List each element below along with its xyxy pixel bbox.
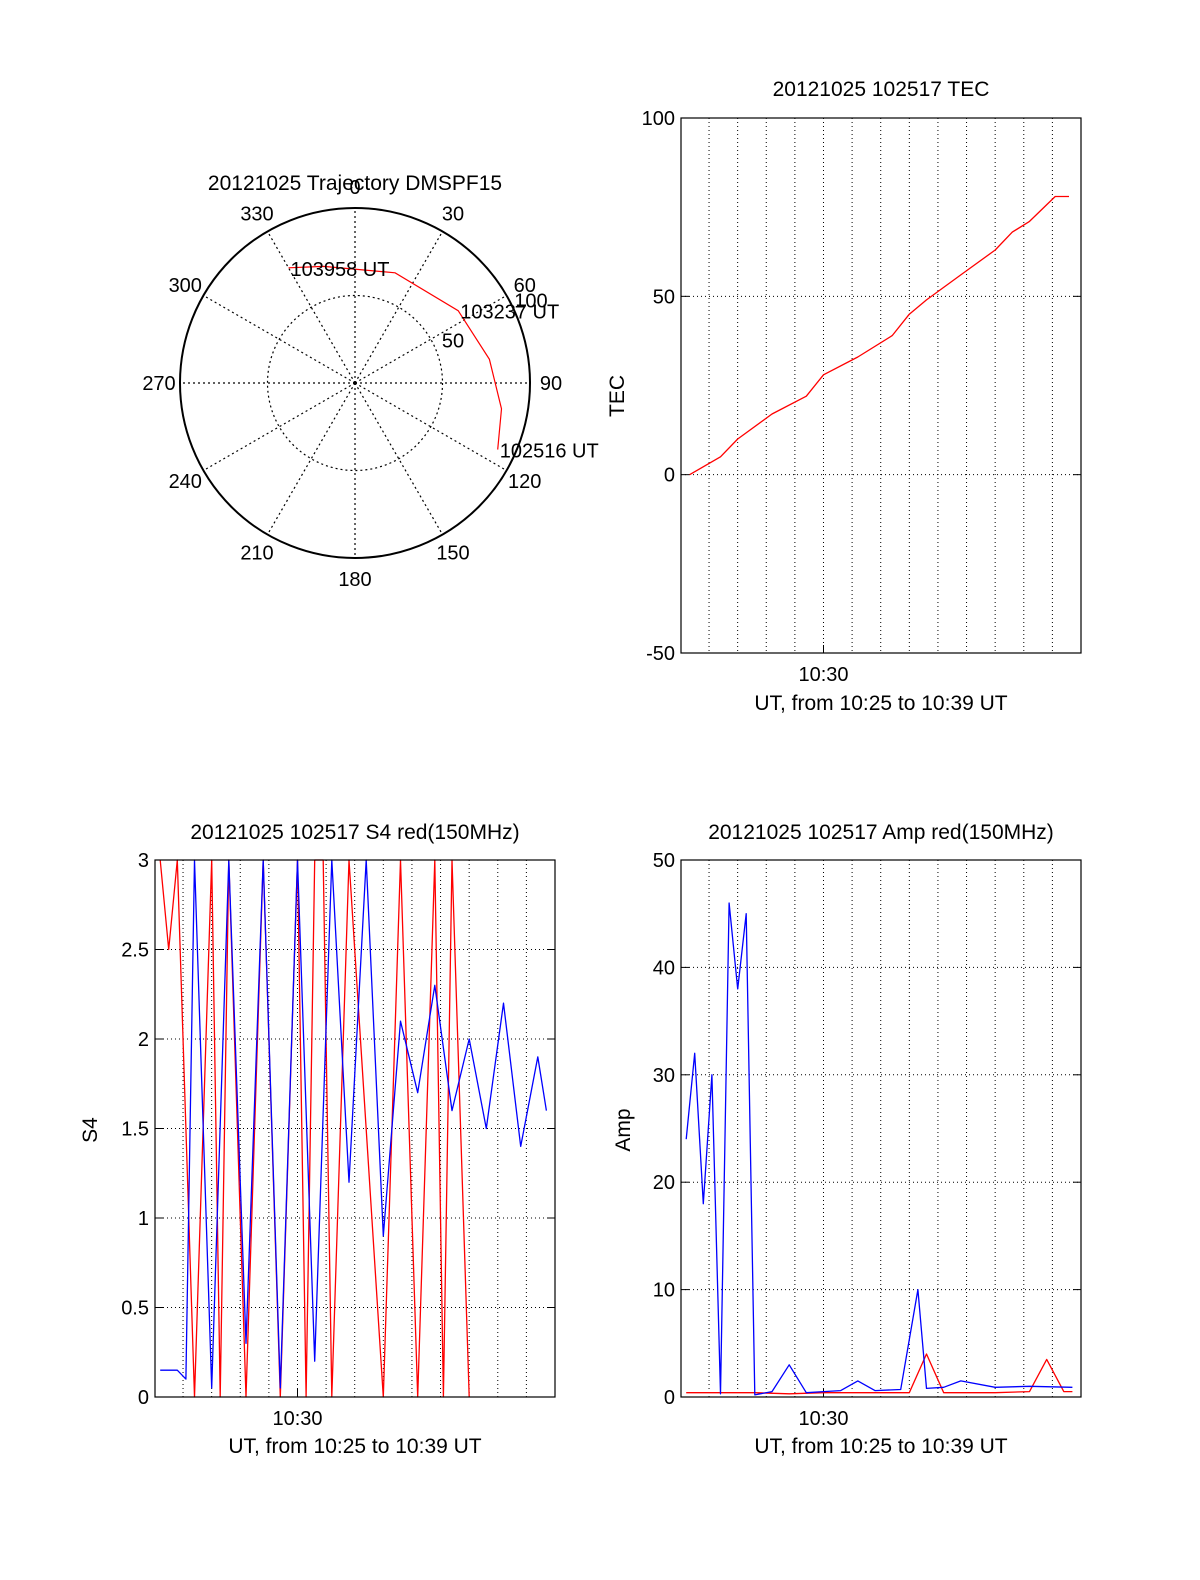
polar-spoke [354, 382, 507, 472]
polar-spoke [354, 294, 507, 384]
y-tick-label: 20 [653, 1172, 675, 1194]
amp-xlabel: UT, from 10:25 to 10:39 UT [754, 1435, 1007, 1458]
series-line-0 [159, 859, 470, 1398]
polar-spoke [354, 382, 444, 535]
polar-radial-tick: 50 [442, 330, 464, 352]
polar-trajectory-line [288, 265, 503, 450]
y-tick-label: 10 [653, 1280, 675, 1302]
plot-frame [680, 859, 1082, 1398]
polar-spoke [203, 382, 356, 472]
y-tick-label: 0 [664, 1387, 675, 1409]
tec-plot-area: -50 0 50 100 10:30 [642, 108, 1082, 686]
x-tick-label: 10:30 [798, 664, 848, 686]
polar-angle-tick: 240 [169, 471, 202, 493]
y-tick-label: 2 [138, 1029, 149, 1051]
tec-xlabel: UT, from 10:25 to 10:39 UT [754, 692, 1007, 715]
polar-annotation: 103237 UT [460, 302, 559, 324]
polar-angle-tick: 150 [436, 543, 469, 565]
polar-angle-tick: 90 [540, 373, 562, 395]
series-line-0 [689, 195, 1069, 476]
polar-angle-tick: 330 [240, 203, 273, 225]
polar-grid-circle [266, 294, 444, 472]
series-line-1 [160, 859, 548, 1389]
x-tick-label: 10:30 [272, 1408, 322, 1430]
polar-outer-circle [179, 207, 531, 559]
y-tick-label: 3 [138, 850, 149, 872]
polar-angle-tick: 30 [442, 203, 464, 225]
s4-panel: 20121025 102517 S4 red(150MHz) UT, from … [79, 821, 556, 1458]
amp-panel: 20121025 102517 Amp red(150MHz) UT, from… [612, 821, 1082, 1458]
polar-angle-tick: 60 [514, 275, 536, 297]
y-tick-label: 50 [653, 286, 675, 308]
y-tick-label: 0 [664, 465, 675, 487]
amp-ylabel: Amp [612, 1108, 635, 1151]
s4-plot-area: 0 0.5 1 1.5 2 2.5 3 10:30 [121, 850, 556, 1430]
plot-frame [154, 859, 556, 1398]
polar-spoke [203, 294, 356, 384]
series-line-0 [686, 1353, 1073, 1395]
x-tick-label: 10:30 [798, 1408, 848, 1430]
amp-title: 20121025 102517 Amp red(150MHz) [708, 821, 1054, 844]
polar-grid [179, 207, 531, 559]
polar-labels: 0 30 60 90 120 150 180 210 240 270 300 330 50 100 1039… [142, 177, 598, 591]
y-tick-label: 40 [653, 957, 675, 979]
y-tick-label: 2.5 [121, 940, 149, 962]
polar-spoke [266, 231, 356, 384]
polar-title: 20121025 Trajectory DMSPF15 [208, 172, 502, 195]
polar-angle-tick: 300 [169, 275, 202, 297]
polar-angle-tick: 270 [142, 373, 175, 395]
y-tick-label: -50 [646, 643, 675, 665]
y-tick-label: 30 [653, 1065, 675, 1087]
y-tick-label: 1 [138, 1208, 149, 1230]
s4-ylabel: S4 [79, 1117, 102, 1143]
polar-annotation: 103958 UT [291, 259, 390, 281]
tec-title: 20121025 102517 TEC [773, 78, 990, 101]
tec-panel: 20121025 102517 TEC UT, from 10:25 to 10… [606, 78, 1082, 715]
polar-angle-tick: 210 [240, 543, 273, 565]
polar-angle-tick: 120 [508, 471, 541, 493]
y-tick-label: 0 [138, 1387, 149, 1409]
polar-radial-tick: 100 [514, 291, 547, 313]
s4-title: 20121025 102517 S4 red(150MHz) [190, 821, 519, 844]
amp-plot-area: 0 10 20 30 40 50 10:30 [653, 850, 1082, 1430]
y-tick-label: 100 [642, 108, 675, 130]
y-tick-label: 0.5 [121, 1298, 149, 1320]
polar-series [288, 265, 503, 450]
polar-annotation: 102516 UT [500, 441, 599, 463]
series-line-1 [685, 902, 1073, 1396]
y-tick-label: 1.5 [121, 1119, 149, 1141]
plot-frame [680, 117, 1082, 654]
polar-panel: 20121025 Trajectory DMSPF15 0 30 60 90 120 15… [142, 172, 598, 591]
tec-ylabel: TEC [606, 375, 629, 417]
polar-angle-tick: 0 [349, 177, 360, 199]
s4-xlabel: UT, from 10:25 to 10:39 UT [228, 1435, 481, 1458]
polar-spoke [266, 382, 356, 535]
polar-angle-tick: 180 [338, 569, 371, 591]
y-tick-label: 50 [653, 850, 675, 872]
polar-spoke [354, 231, 444, 384]
